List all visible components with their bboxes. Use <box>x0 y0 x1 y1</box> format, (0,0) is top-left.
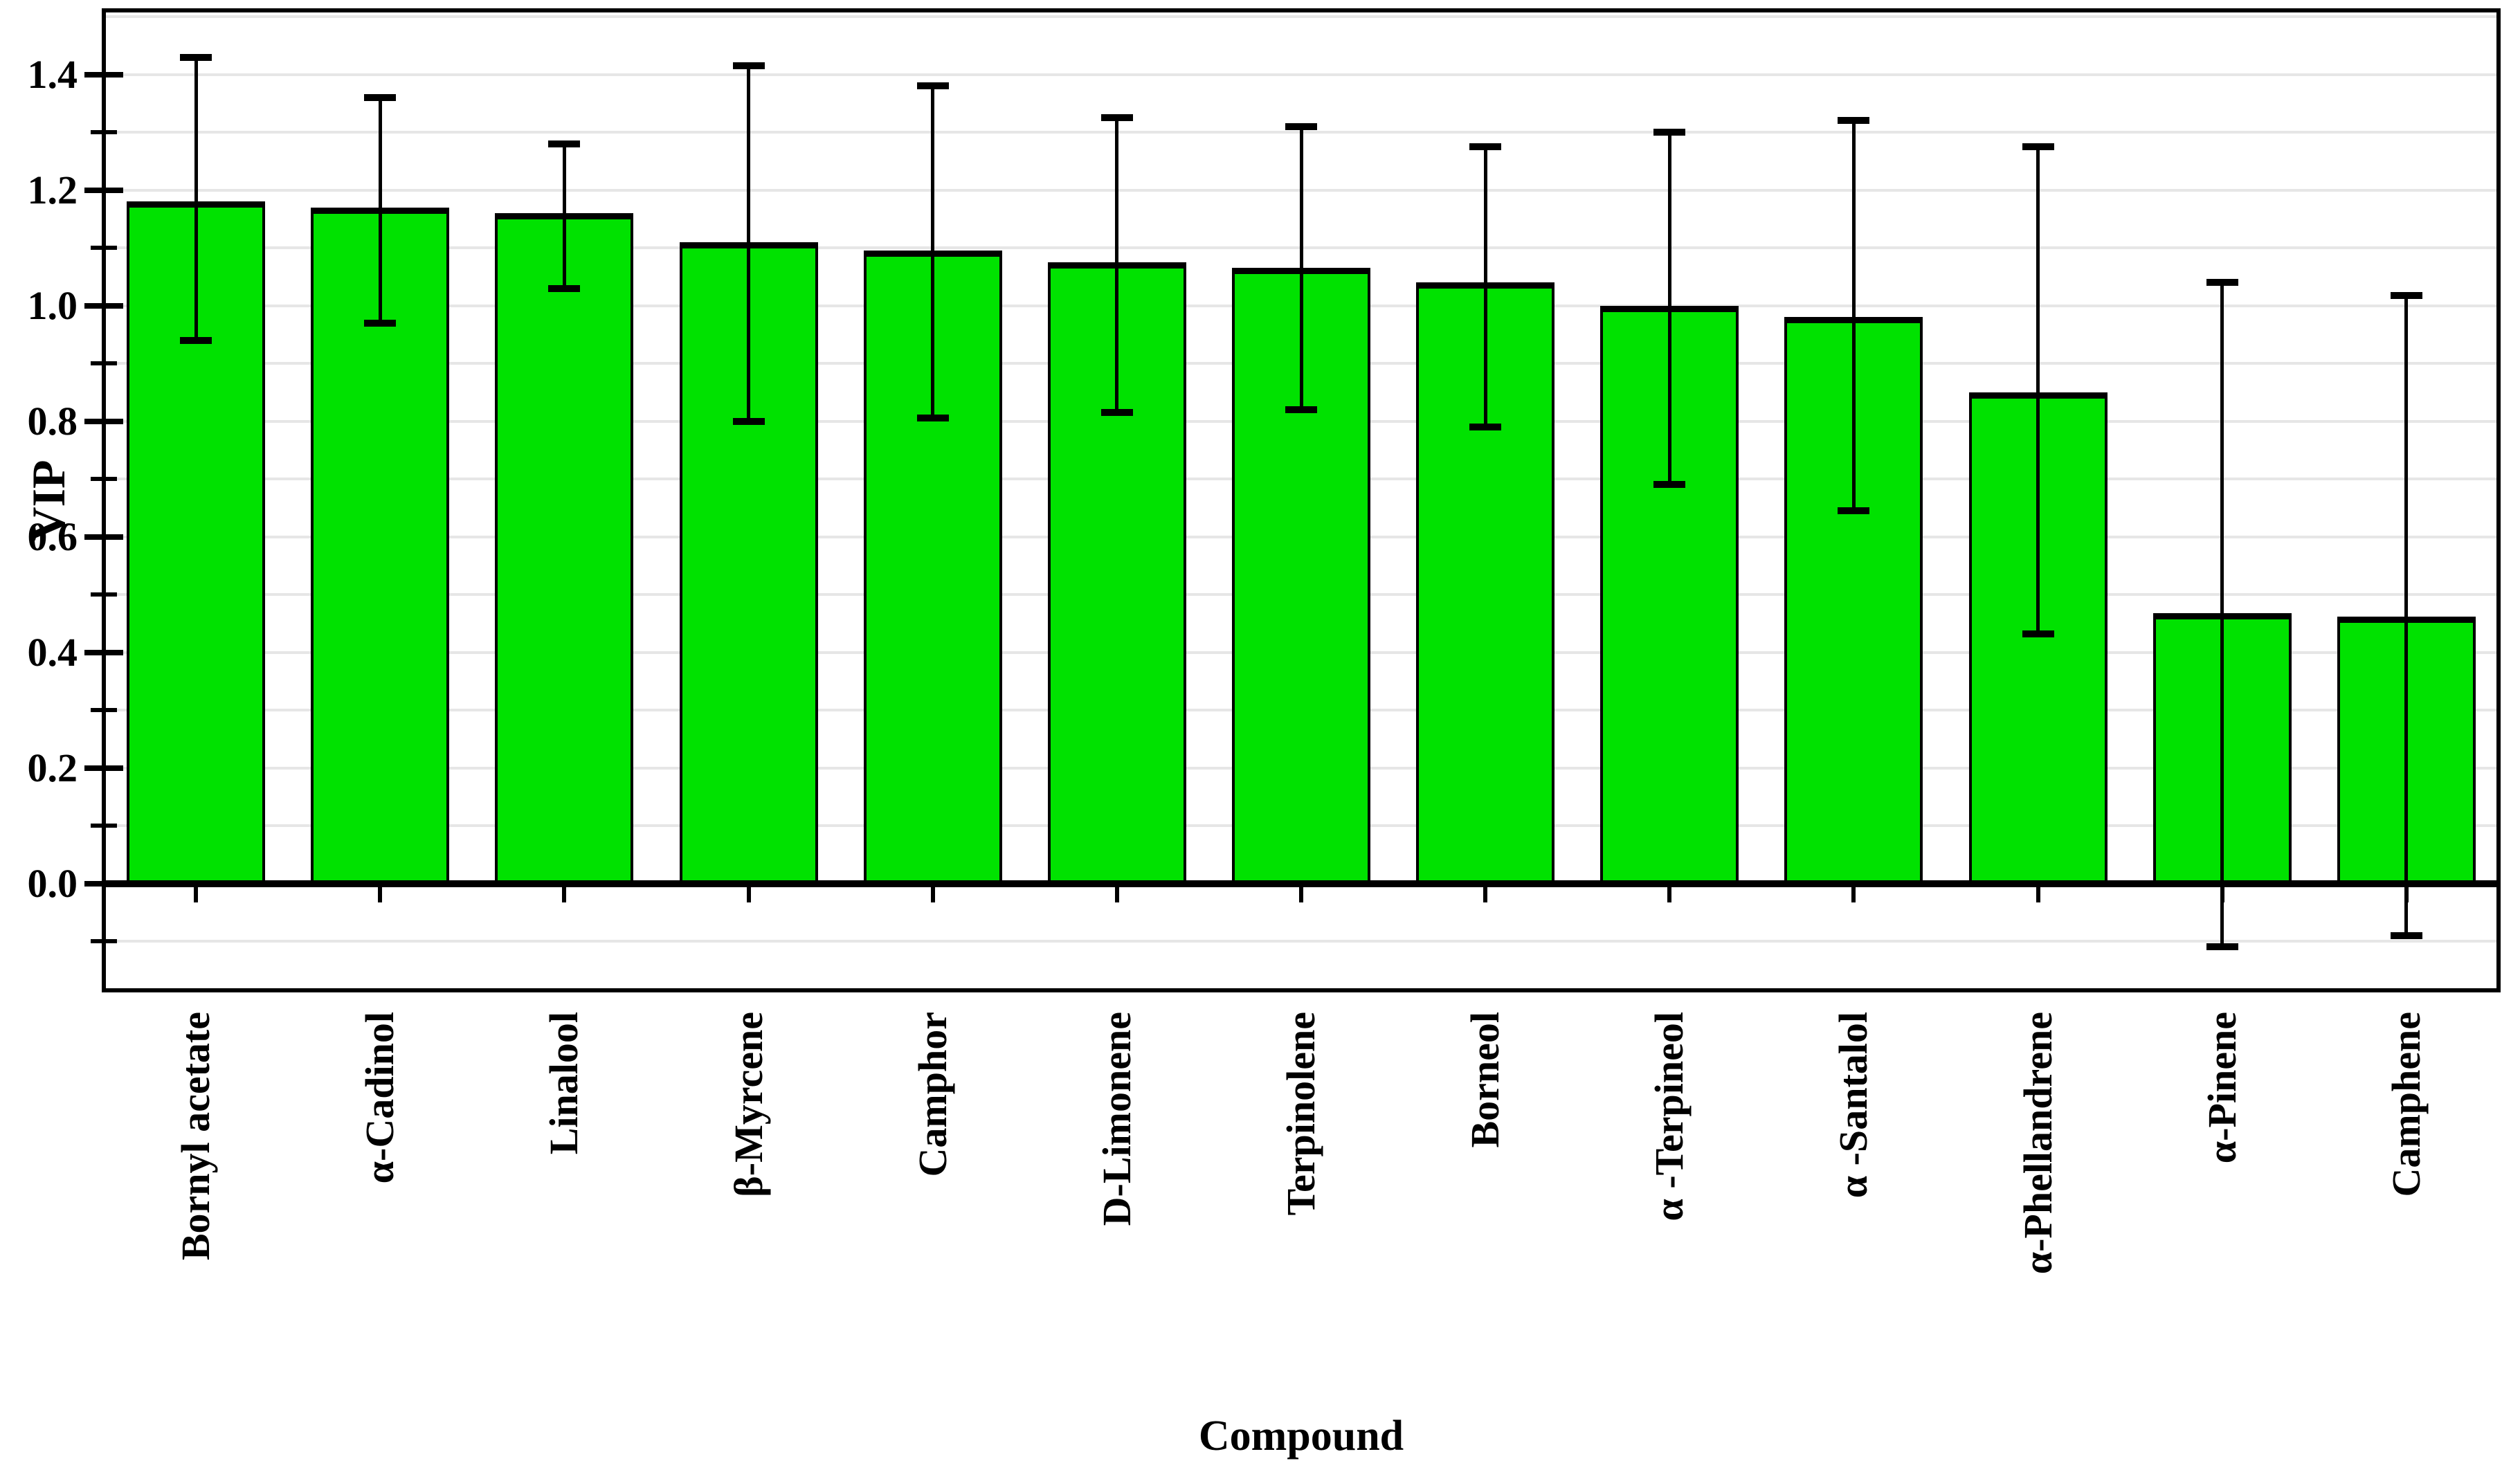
error-bar-whisker <box>2220 282 2224 947</box>
error-bar-cap-bottom <box>364 319 397 327</box>
y-minor-tick <box>91 824 117 828</box>
category-label: α-Phellandrene <box>2015 1012 2060 1275</box>
error-bar-cap-bottom <box>1838 507 1870 515</box>
error-bar-whisker <box>1299 126 1303 410</box>
error-bar-cap-top <box>1469 143 1502 151</box>
bar <box>679 242 818 884</box>
category-label: Camphor <box>909 1012 955 1177</box>
error-bar-cap-bottom <box>180 336 212 344</box>
y-tick-label: 0.2 <box>27 745 78 790</box>
error-bar-whisker <box>562 143 566 289</box>
category-label: Terpinolene <box>1278 1012 1323 1216</box>
gridline <box>104 940 2499 943</box>
x-tick <box>2404 887 2409 902</box>
category-label: D-Limonene <box>1094 1012 1139 1226</box>
error-bar-whisker <box>378 98 382 323</box>
y-minor-tick <box>91 130 117 135</box>
x-tick <box>1851 887 1856 902</box>
error-bar-cap-bottom <box>916 415 949 422</box>
y-tick-label: 1.0 <box>27 282 78 328</box>
error-bar-cap-top <box>2390 292 2422 300</box>
y-tick-label: 1.2 <box>27 167 78 212</box>
y-tick-label: 0.4 <box>27 629 78 675</box>
x-tick <box>746 887 751 902</box>
y-major-tick <box>84 649 123 655</box>
category-label: α-Pinene <box>2199 1012 2245 1164</box>
y-major-tick <box>84 71 123 78</box>
y-minor-tick <box>91 708 117 713</box>
gridline <box>104 15 2499 19</box>
error-bar-cap-bottom <box>548 284 581 292</box>
y-major-tick <box>84 534 123 540</box>
x-axis-title: Compound <box>1198 1412 1404 1460</box>
error-bar-cap-bottom <box>2206 943 2238 951</box>
category-label: Bornyl acetate <box>173 1012 219 1261</box>
y-major-tick <box>84 187 123 193</box>
error-bar-cap-top <box>2206 279 2238 287</box>
error-bar-cap-top <box>916 82 949 90</box>
y-tick-label: 1.4 <box>27 51 78 97</box>
error-bar-whisker <box>1483 147 1487 427</box>
error-bar-cap-bottom <box>1469 423 1502 430</box>
error-bar-whisker <box>931 86 935 419</box>
y-tick-label: 0.6 <box>27 514 78 559</box>
category-label: α -Santalol <box>1831 1012 1876 1199</box>
x-tick <box>1299 887 1303 902</box>
category-label: α-Cadinol <box>357 1012 403 1184</box>
error-bar-cap-bottom <box>1653 481 1686 489</box>
x-tick <box>1483 887 1488 902</box>
error-bar-cap-top <box>732 62 765 70</box>
x-tick <box>2220 887 2224 902</box>
error-bar-whisker <box>2404 296 2409 936</box>
y-minor-tick <box>91 592 117 597</box>
error-bar-whisker <box>2036 147 2040 634</box>
x-tick <box>562 887 567 902</box>
category-label: Linalool <box>541 1012 587 1155</box>
y-minor-tick <box>91 361 117 366</box>
x-tick <box>1114 887 1119 902</box>
y-major-tick <box>84 765 123 771</box>
error-bar-cap-bottom <box>1100 409 1133 417</box>
error-bar-cap-top <box>364 94 397 102</box>
error-bar-whisker <box>194 57 198 340</box>
y-minor-tick <box>91 939 117 944</box>
x-tick <box>930 887 935 902</box>
x-tick <box>194 887 199 902</box>
bar <box>495 213 634 884</box>
x-tick <box>2036 887 2040 902</box>
y-tick-label: 0.0 <box>27 860 78 906</box>
category-label: Camphene <box>2383 1012 2429 1197</box>
error-bar-cap-top <box>2022 143 2054 151</box>
error-bar-cap-bottom <box>2022 630 2054 637</box>
category-label: α -Terpineol <box>1647 1012 1692 1221</box>
error-bar-cap-bottom <box>732 417 765 425</box>
error-bar-cap-top <box>1838 117 1870 125</box>
gridline <box>104 73 2499 76</box>
error-bar-cap-top <box>180 53 212 61</box>
error-bar-cap-bottom <box>2390 932 2422 939</box>
y-major-tick <box>84 880 123 887</box>
y-tick-label: 0.8 <box>27 398 78 444</box>
error-bar-whisker <box>747 66 751 421</box>
y-major-tick <box>84 302 123 309</box>
error-bar-cap-top <box>1653 129 1686 136</box>
category-label: β-Myrcene <box>725 1012 771 1197</box>
error-bar-cap-top <box>548 140 581 147</box>
y-minor-tick <box>91 477 117 482</box>
error-bar-whisker <box>1851 120 1856 511</box>
y-major-tick <box>84 418 123 424</box>
x-axis-line <box>104 880 2499 887</box>
error-bar-whisker <box>1667 132 1671 485</box>
error-bar-cap-bottom <box>1285 406 1317 413</box>
category-label: Borneol <box>1462 1012 1508 1148</box>
bar <box>863 251 1002 884</box>
x-tick <box>1667 887 1672 902</box>
error-bar-whisker <box>1115 118 1119 413</box>
error-bar-cap-top <box>1100 114 1133 122</box>
error-bar-cap-top <box>1285 122 1317 130</box>
y-minor-tick <box>91 246 117 251</box>
x-tick <box>378 887 383 902</box>
